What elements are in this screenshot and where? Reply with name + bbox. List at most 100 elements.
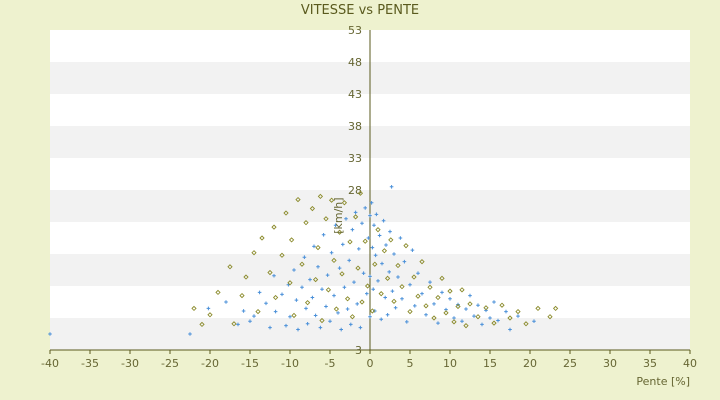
- data-point: [308, 277, 312, 282]
- data-point: [304, 306, 308, 311]
- data-point: [294, 298, 299, 302]
- data-point: [347, 258, 351, 263]
- data-point: [358, 325, 363, 330]
- data-point: [259, 235, 265, 241]
- x-tick-label: 15: [483, 357, 497, 370]
- data-point: [371, 287, 375, 291]
- y-axis-label: [km/h]: [332, 197, 345, 233]
- data-point: [349, 322, 353, 327]
- x-tick-label: 35: [643, 357, 657, 370]
- data-point: [488, 316, 492, 320]
- data-point: [389, 185, 394, 189]
- data-point: [472, 314, 476, 318]
- data-point: [264, 301, 268, 306]
- data-point: [476, 303, 480, 307]
- data-point: [423, 303, 429, 309]
- data-point: [391, 298, 397, 304]
- data-point: [428, 280, 432, 284]
- data-point: [310, 295, 315, 300]
- data-point: [284, 323, 288, 328]
- data-point: [416, 271, 420, 275]
- data-point: [523, 321, 529, 327]
- data-point: [431, 315, 437, 321]
- data-point: [320, 287, 324, 291]
- data-point: [325, 287, 332, 293]
- y-tick-label: 3: [355, 344, 362, 357]
- data-point: [405, 320, 409, 324]
- data-point: [364, 283, 371, 289]
- data-point: [48, 332, 52, 336]
- y-tick-label: 53: [348, 24, 362, 37]
- data-point: [403, 243, 409, 249]
- data-point: [349, 314, 356, 320]
- x-axis-label: Pente [%]: [636, 375, 690, 388]
- data-point: [251, 250, 257, 256]
- data-point: [415, 293, 421, 299]
- data-point: [295, 196, 301, 203]
- data-point: [398, 236, 403, 240]
- data-point: [257, 290, 262, 295]
- data-point: [304, 300, 311, 306]
- data-point: [361, 271, 366, 275]
- data-point: [331, 257, 337, 264]
- x-tick-label: -25: [161, 357, 179, 370]
- x-tick-label: -35: [81, 357, 99, 370]
- data-point: [312, 276, 319, 283]
- data-point: [206, 306, 211, 311]
- data-point: [388, 229, 392, 234]
- data-point: [355, 265, 361, 271]
- data-point: [375, 227, 381, 233]
- data-point: [317, 193, 324, 200]
- data-point: [352, 280, 356, 284]
- data-point: [359, 299, 365, 305]
- data-point: [292, 268, 296, 272]
- data-point: [547, 314, 553, 320]
- data-point: [191, 305, 197, 312]
- data-point: [427, 284, 433, 290]
- data-point: [447, 288, 453, 294]
- data-point: [439, 275, 445, 281]
- x-tick-label: 20: [523, 357, 537, 370]
- data-point: [291, 312, 297, 319]
- data-point: [315, 244, 321, 251]
- data-point: [451, 319, 457, 325]
- data-point: [323, 216, 329, 222]
- data-point: [492, 300, 496, 304]
- data-point: [370, 245, 375, 250]
- data-points: [48, 185, 559, 336]
- data-point: [309, 205, 316, 212]
- data-point: [215, 289, 221, 296]
- data-point: [552, 305, 559, 312]
- data-point: [279, 252, 285, 258]
- data-point: [296, 327, 300, 332]
- data-point: [287, 280, 293, 286]
- data-point: [420, 291, 424, 296]
- data-point: [268, 325, 272, 330]
- data-point: [369, 308, 376, 314]
- data-point: [532, 319, 536, 323]
- y-tick-label: 33: [348, 152, 362, 165]
- data-point: [373, 253, 378, 258]
- data-point: [390, 289, 395, 293]
- data-point: [333, 223, 338, 227]
- data-point: [380, 261, 384, 266]
- data-point: [384, 275, 391, 281]
- data-point: [440, 290, 444, 295]
- data-point: [353, 210, 358, 215]
- data-point: [231, 321, 237, 327]
- data-point: [464, 307, 468, 311]
- data-point: [328, 319, 332, 323]
- data-point: [516, 314, 520, 318]
- data-point: [475, 314, 481, 320]
- data-point: [272, 294, 279, 301]
- data-point: [316, 265, 320, 269]
- data-point: [224, 300, 228, 304]
- data-point: [372, 223, 376, 227]
- data-point: [272, 273, 276, 278]
- data-point: [400, 297, 404, 301]
- data-point: [408, 282, 412, 287]
- data-point: [436, 321, 440, 325]
- data-point: [508, 327, 512, 332]
